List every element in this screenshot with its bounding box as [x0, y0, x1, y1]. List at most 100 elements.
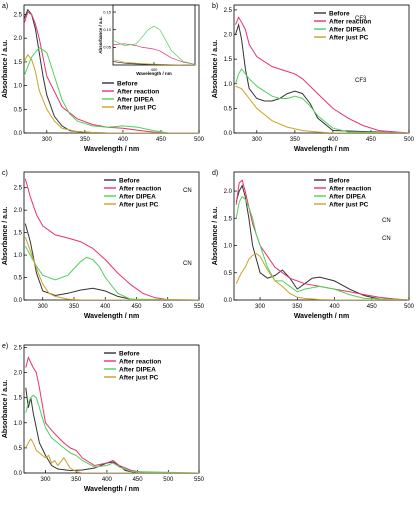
substituent-label-cf3-bottom: CF3 — [355, 78, 367, 84]
y-tick-label: 0.5 — [224, 271, 233, 277]
series-line-after-reaction — [113, 43, 195, 65]
legend-label: After just PC — [119, 375, 159, 382]
x-tick-label: 350 — [80, 137, 91, 143]
legend-label: After DIPEA — [117, 97, 154, 104]
x-tick-label: 450 — [366, 137, 377, 143]
plot-frame — [233, 4, 410, 134]
y-tick-label: 2.5 — [224, 8, 233, 14]
series-line-after-just-pc — [235, 85, 409, 133]
x-tick-label: 500 — [163, 304, 174, 310]
plot-frame — [23, 344, 200, 474]
legend-label: After just PC — [329, 35, 369, 42]
y-axis-label: Absorbance / a.u. — [98, 16, 103, 54]
y-axis-label: Absorbance / a.u. — [2, 40, 9, 98]
legend-label: After reaction — [329, 186, 371, 193]
legend-label: After DIPEA — [119, 367, 156, 374]
legend-label: Before — [119, 178, 140, 185]
x-axis-label: Wavelength / nm — [84, 486, 139, 493]
chart-panel-3: 300 350 400 450 500 0.0 0.5 1.0 1.5 2.0 Wavelength… — [212, 170, 415, 320]
substituent-label-cn-d1: CN — [382, 218, 391, 224]
x-tick-label: 450 — [367, 304, 378, 310]
series-line-after-dipea — [113, 25, 195, 65]
y-tick-label: 2.0 — [14, 371, 23, 377]
y-axis-label: Absorbance / a.u. — [212, 40, 219, 98]
y-tick-label: 1.0 — [224, 244, 233, 250]
panel-letter: d) — [212, 170, 218, 177]
x-tick-label: 500 — [404, 304, 415, 310]
plot-frame — [112, 4, 196, 66]
x-tick-label: 400 — [118, 137, 129, 143]
y-tick-label: 0.05 — [103, 45, 112, 50]
x-tick-label: 300 — [42, 137, 53, 143]
series-line-after-reaction — [25, 356, 199, 473]
y-tick-label: 1.0 — [14, 421, 23, 427]
y-tick-label: 1.0 — [14, 253, 23, 259]
y-tick-label: 2.0 — [14, 36, 23, 42]
y-tick-label: 1.5 — [14, 60, 23, 66]
x-tick-label: 500 — [163, 477, 174, 483]
panel-letter: a) — [2, 3, 8, 10]
legend-label: Before — [329, 178, 350, 185]
legend-label: After just PC — [117, 105, 157, 112]
y-tick-label: 0.0 — [224, 298, 233, 304]
x-tick-label: 400 — [328, 137, 339, 143]
legend-label: Before — [329, 11, 350, 18]
y-tick-label: 2.5 — [14, 346, 23, 352]
substituent-label-cn-bottom: CN — [183, 261, 192, 267]
y-tick-label: 0.0 — [14, 471, 23, 477]
y-tick-label: 1.5 — [14, 231, 23, 237]
series-line-after-reaction — [24, 11, 199, 133]
y-tick-label: 2.0 — [224, 33, 233, 39]
panel-letter: b) — [212, 3, 218, 10]
y-tick-label: 0.5 — [14, 276, 23, 282]
legend-label: After reaction — [119, 359, 161, 366]
y-tick-label: 1.0 — [224, 82, 233, 88]
x-tick-label: 500 — [194, 137, 205, 143]
x-tick-label: 550 — [194, 304, 205, 310]
x-tick-label: 450 — [131, 304, 142, 310]
substituent-label-cf3-top: CF3 — [355, 16, 367, 22]
x-tick-label: 400 — [100, 304, 111, 310]
y-tick-label: 0.5 — [14, 107, 23, 113]
x-tick-label: 300 — [252, 137, 263, 143]
y-tick-label: 0.5 — [14, 446, 23, 452]
series-line-after-just-pc — [24, 236, 199, 300]
y-tick-label: 0.5 — [224, 106, 233, 112]
y-tick-label: 1.5 — [14, 396, 23, 402]
y-tick-label: 1.5 — [224, 57, 233, 63]
y-tick-label: 1.5 — [224, 216, 233, 222]
series-line-after-just-pc — [25, 437, 199, 473]
x-tick-label: 300 — [38, 304, 49, 310]
x-tick-label: 400 — [330, 304, 341, 310]
y-tick-label: 2.0 — [224, 189, 233, 195]
x-tick-label: 450 — [156, 137, 167, 143]
x-tick-label: 350 — [292, 304, 303, 310]
x-tick-label: 300 — [40, 477, 51, 483]
panel-letter: c) — [2, 170, 8, 177]
y-tick-label: 2.5 — [14, 12, 23, 18]
series-line-after-reaction — [235, 16, 409, 133]
x-tick-label: 350 — [69, 304, 80, 310]
legend-label: After DIPEA — [119, 194, 156, 201]
y-tick-label: 2.5 — [14, 186, 23, 192]
x-tick-label: 350 — [71, 477, 82, 483]
series-line-after-dipea — [24, 47, 199, 133]
series-line-after-just-pc — [235, 253, 409, 300]
series-line-after-dipea — [24, 245, 199, 300]
x-axis-label: Wavelength / nm — [84, 146, 139, 153]
legend-label: After reaction — [329, 19, 371, 26]
series-line-after-just-pc — [24, 53, 199, 133]
x-tick-label: 400 — [151, 67, 158, 72]
chart-panel-1: 300 350 400 450 500 0.0 0.5 1.0 1.5 2.0 2.5 Wavelen… — [212, 3, 415, 153]
x-tick-label: 350 — [290, 137, 301, 143]
x-tick-label: 300 — [255, 304, 266, 310]
x-tick-label: 500 — [404, 137, 415, 143]
panel-letter: e) — [2, 343, 8, 350]
y-axis-label: Absorbance / a.u. — [2, 207, 9, 265]
legend-label: Before — [117, 81, 138, 88]
chart-panel-0: 400 0.05 0.10 0.15 Wavelength / nm Absorbance… — [98, 4, 196, 76]
x-axis-label: Wavelength / nm — [136, 71, 172, 76]
x-axis-label: Wavelength / nm — [294, 146, 349, 153]
legend-label: Before — [119, 351, 140, 358]
